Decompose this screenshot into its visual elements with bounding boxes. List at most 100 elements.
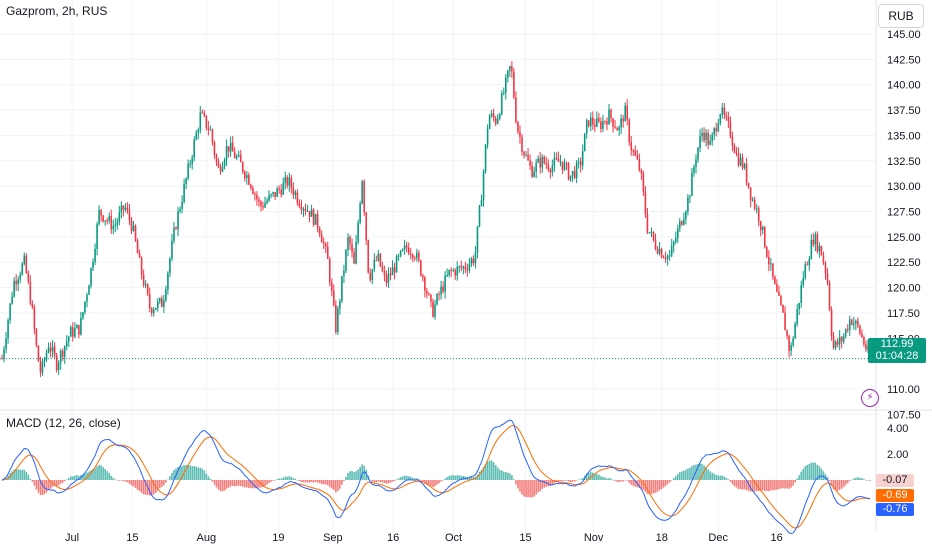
- candle-body: [369, 272, 372, 280]
- candle-body: [642, 173, 645, 193]
- y-tick-label: 120.00: [887, 283, 921, 295]
- candle-body: [19, 274, 22, 280]
- candle-body: [256, 194, 258, 200]
- macd-histogram-bar: [494, 465, 497, 480]
- macd-histogram-bar: [55, 480, 58, 487]
- candle-body: [361, 181, 363, 204]
- candle-body: [474, 252, 477, 264]
- candle-body: [535, 162, 537, 172]
- candle-body: [757, 208, 760, 222]
- candle-body: [840, 336, 843, 342]
- macd-histogram-bar: [620, 480, 622, 482]
- candle-body: [355, 241, 357, 264]
- candle-body: [470, 258, 473, 264]
- candle-body: [43, 359, 46, 362]
- lightning-icon[interactable]: ⚡: [861, 389, 879, 407]
- candle-body: [549, 169, 552, 173]
- macd-histogram-bar: [850, 479, 853, 481]
- macd-histogram-bar: [118, 480, 121, 481]
- macd-histogram-bar: [136, 480, 139, 490]
- currency-button[interactable]: RUB: [878, 4, 924, 28]
- macd-histogram-bar: [328, 480, 331, 488]
- candle-body: [774, 276, 776, 285]
- macd-histogram-bar: [759, 480, 762, 492]
- candle-body: [707, 132, 709, 145]
- candle-body: [488, 116, 491, 129]
- y-tick-label: 127.50: [887, 207, 921, 219]
- macd-histogram-bar: [798, 475, 800, 480]
- candle-body: [753, 199, 756, 209]
- candle-body: [676, 228, 679, 239]
- candle-body: [237, 154, 240, 157]
- macd-histogram-bar: [476, 474, 479, 480]
- macd-histogram-bar: [399, 477, 402, 480]
- macd-histogram-bar: [420, 480, 422, 481]
- candle-body: [855, 320, 857, 324]
- candle-body: [385, 275, 388, 283]
- candle-body: [464, 266, 467, 270]
- macd-histogram-bar: [683, 470, 685, 480]
- macd-histogram-bar: [592, 472, 594, 480]
- macd-histogram-bar: [846, 480, 849, 484]
- candle-body: [359, 203, 361, 223]
- macd-histogram-bar: [349, 471, 351, 480]
- candle-body: [144, 284, 147, 286]
- candle-body: [11, 296, 13, 304]
- candle-body: [407, 247, 410, 254]
- macd-histogram-bar: [502, 471, 505, 480]
- candle-body: [626, 105, 629, 120]
- candle-body: [114, 224, 117, 227]
- candle-body: [217, 161, 220, 168]
- candle-body: [318, 228, 321, 234]
- candle-body: [450, 269, 452, 271]
- candle-body: [768, 256, 770, 265]
- candle-body: [377, 253, 380, 261]
- macd-histogram-bar: [294, 478, 297, 480]
- candle-body: [316, 213, 319, 229]
- macd-histogram-bar: [86, 472, 88, 480]
- macd-histogram-bar: [523, 480, 525, 497]
- candle-body: [304, 208, 307, 212]
- macd-histogram-bar: [84, 473, 86, 480]
- macd-histogram-bar: [784, 480, 786, 489]
- x-tick-label: Aug: [197, 532, 217, 544]
- macd-histogram-bar: [440, 480, 442, 482]
- macd-histogram-bar: [822, 471, 825, 480]
- macd-histogram-bar: [490, 460, 493, 480]
- candle-body: [636, 155, 639, 160]
- macd-histogram-bar: [78, 475, 80, 480]
- candle-body: [697, 147, 699, 160]
- candle-body: [709, 141, 711, 145]
- candle-body: [660, 248, 663, 258]
- macd-histogram-bar: [602, 476, 604, 480]
- candle-body: [373, 260, 376, 270]
- candle-body: [844, 328, 847, 336]
- candle-body: [193, 139, 196, 158]
- macd-histogram-bar: [246, 480, 248, 488]
- macd-histogram-bar: [701, 463, 703, 480]
- candle-body: [326, 246, 329, 259]
- macd-histogram-bar: [411, 477, 414, 480]
- macd-histogram-bar: [830, 480, 833, 486]
- macd-histogram-bar: [747, 480, 750, 491]
- candle-body: [743, 164, 746, 168]
- candle-body: [328, 258, 331, 283]
- macd-histogram-bar: [608, 477, 610, 480]
- macd-histogram-bar: [266, 480, 268, 485]
- macd-histogram-bar: [415, 478, 418, 480]
- candle-body: [322, 242, 325, 244]
- candle-body: [260, 201, 262, 207]
- macd-histogram-tag: -0.07: [876, 474, 914, 487]
- x-tick-label: Jul: [65, 532, 79, 544]
- macd-histogram-bar: [335, 480, 337, 493]
- candle-body: [462, 266, 465, 269]
- macd-histogram-bar: [379, 480, 382, 482]
- macd-histogram-bar: [377, 480, 380, 482]
- candle-body: [59, 350, 62, 363]
- macd-histogram-bar: [333, 480, 335, 490]
- macd-histogram-bar: [539, 480, 542, 492]
- candle-body: [683, 218, 685, 225]
- macd-histogram-bar: [543, 480, 546, 488]
- macd-histogram-bar: [452, 475, 454, 480]
- macd-histogram-bar: [292, 478, 295, 480]
